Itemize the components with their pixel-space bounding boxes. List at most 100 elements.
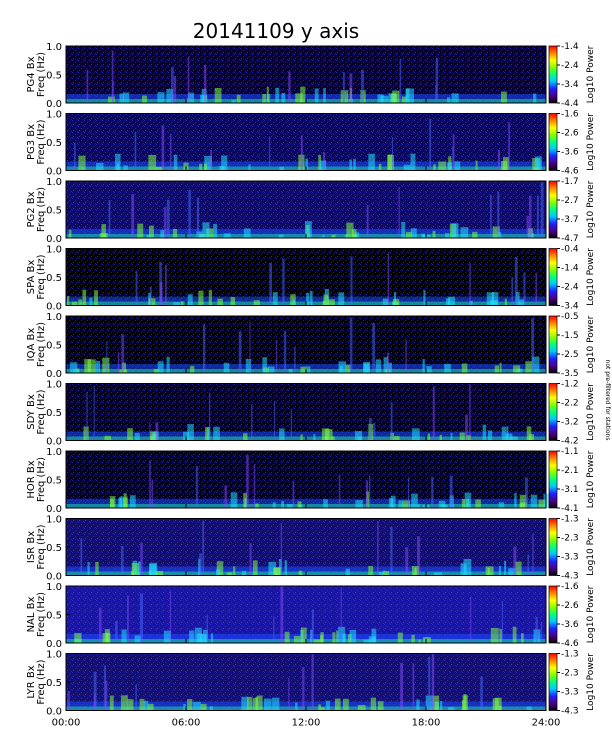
colorbar-hor: -1.1 -2.1 -3.1 -4.1 Log10 Power [548, 447, 596, 514]
x-tick-label: 18:00 [412, 718, 441, 729]
y-tick-label: 0.0 [46, 707, 62, 718]
y-axis-label-freq: Freq (Hz) [36, 524, 47, 569]
y-tick-label: 0.0 [46, 167, 62, 178]
y-tick-label: 1.0 [46, 245, 62, 256]
panel-sdy: 1.0 0.5 0.0 SDY Bx Freq (Hz) -1.2 -2.2 -3.2 -4.2… [26, 380, 596, 448]
colorbar-tick-label: -1.3 [561, 650, 579, 660]
y-axis-label-freq: Freq (Hz) [36, 389, 47, 434]
colorbar-tick-label: -1.6 [561, 110, 579, 120]
colorbar-tick-label: -4.7 [561, 234, 579, 244]
colorbar-tick-label: -2.7 [561, 196, 579, 206]
y-tick-label: 0.0 [46, 437, 62, 448]
colorbar-tick-label: -0.4 [561, 245, 579, 255]
colorbar-tick-label: -2.4 [561, 61, 579, 71]
colorbar-tick-label: -2.6 [561, 601, 579, 611]
colorbar-label: Log10 Power [586, 518, 596, 576]
y-tick-label: 0.5 [46, 543, 62, 554]
y-axis-label-station: PG4 Bx [26, 56, 37, 92]
y-axis-label-station: PG3 Bx [26, 124, 37, 160]
colorbar-tick-label: -3.5 [561, 369, 579, 379]
colorbar-tick-label: -3.3 [561, 553, 579, 563]
colorbar-tick-label: -3.6 [561, 620, 579, 630]
colorbar-tick-label: -1.6 [561, 582, 579, 592]
y-axis-label-freq: Freq (Hz) [36, 254, 47, 299]
colorbar-tick-label: -2.3 [561, 669, 579, 679]
colorbar-tick-label: -4.6 [561, 639, 579, 649]
colorbar-isr: -1.3 -2.3 -3.3 -4.3 Log10 Power [548, 515, 596, 582]
y-tick-label: 1.0 [46, 515, 62, 526]
colorbar-tick-label: -1.5 [561, 331, 579, 341]
y-tick-label: 0.5 [46, 341, 62, 352]
y-axis: 1.0 0.5 0.0 [46, 515, 70, 583]
colorbar-tick-label: -3.6 [561, 148, 579, 158]
colorbar-pg3: -1.6 -2.6 -3.6 -4.6 Log10 Power [548, 110, 596, 177]
colorbar-nal: -1.6 -2.6 -3.6 -4.6 Log10 Power [548, 582, 596, 649]
burst-streaks [74, 118, 510, 171]
colorbar-tick-label: -2.5 [561, 350, 579, 360]
y-axis-label-freq: Freq (Hz) [36, 322, 47, 367]
spectrogram-texture [66, 46, 546, 103]
colorbar-tick-label: -3.1 [561, 485, 579, 495]
y-tick-label: 1.0 [46, 177, 62, 188]
y-tick-label: 0.5 [46, 273, 62, 284]
burst-streaks [108, 182, 544, 238]
colorbar-lyr: -1.3 -2.3 -3.3 -4.3 Log10 Power [548, 650, 596, 717]
figure-title: 20141109 y axis [193, 19, 359, 43]
y-axis-label-freq: Freq (Hz) [36, 659, 47, 704]
colorbar-label: Log10 Power [586, 180, 596, 238]
burst-streaks [67, 653, 483, 711]
y-axis-label-station: LYR Bx [26, 665, 37, 698]
y-axis: 1.0 0.5 0.0 [46, 447, 70, 515]
colorbar-pg2: -1.7 -2.7 -3.7 -4.7 Log10 Power [548, 177, 596, 244]
y-tick-label: 1.0 [46, 380, 62, 391]
burst-streaks [135, 252, 538, 306]
y-tick-label: 0.5 [46, 476, 62, 487]
colorbar-label: Log10 Power [586, 315, 596, 373]
y-tick-label: 1.0 [46, 42, 62, 53]
colorbar-tick-label: -3.4 [561, 80, 579, 90]
colorbar-tick-label: -2.6 [561, 129, 579, 139]
y-axis-label-station: IQA Bx [26, 328, 37, 362]
colorbar-spa: -0.4 -1.4 -2.4 -3.4 Log10 Power [548, 245, 596, 312]
y-tick-label: 0.5 [46, 678, 62, 689]
y-tick-label: 0.0 [46, 234, 62, 245]
y-tick-label: 0.0 [46, 572, 62, 583]
panel-lyr: 1.0 0.5 0.0 LYR Bx Freq (Hz) -1.3 -2.3 -3.3 -4.3… [26, 650, 596, 718]
colorbar-label: Log10 Power [586, 653, 596, 711]
colorbar-tick-label: -4.2 [561, 437, 579, 447]
y-tick-label: 1.0 [46, 110, 62, 121]
x-tick-label: 00:00 [52, 718, 81, 729]
colorbar-tick-label: -3.3 [561, 688, 579, 698]
burst-streaks [86, 384, 471, 441]
y-tick-label: 0.0 [46, 639, 62, 650]
x-tick-label: 06:00 [172, 718, 201, 729]
y-axis-label-freq: Freq (Hz) [36, 592, 47, 637]
y-axis: 1.0 0.5 0.0 [46, 650, 70, 718]
y-tick-label: 1.0 [46, 447, 62, 458]
y-axis-label-station: PG2 Bx [26, 191, 37, 227]
panel-nal: 1.0 0.5 0.0 NAL Bx Freq (Hz) -1.6 -2.6 -3.6 -4.6… [26, 582, 596, 650]
colorbar-tick-label: -1.4 [561, 42, 579, 52]
colorbar-tick-label: -2.2 [561, 399, 579, 409]
x-tick-label: 24:00 [532, 718, 561, 729]
y-tick-label: 0.0 [46, 504, 62, 515]
y-tick-label: 1.0 [46, 312, 62, 323]
colorbar-tick-label: -1.7 [561, 177, 579, 187]
colorbar-tick-label: -3.7 [561, 215, 579, 225]
y-tick-label: 0.5 [46, 138, 62, 149]
colorbar-tick-label: -1.2 [561, 380, 579, 390]
y-tick-label: 1.0 [46, 582, 62, 593]
panel-iqa: 1.0 0.5 0.0 IQA Bx Freq (Hz) -0.5 -1.5 -2.5 -3.5… [26, 312, 596, 380]
y-tick-label: 0.5 [46, 408, 62, 419]
colorbar-iqa: -0.5 -1.5 -2.5 -3.5 Log10 Power [548, 312, 596, 379]
y-tick-label: 0.5 [46, 611, 62, 622]
y-axis: 1.0 0.5 0.0 [46, 245, 70, 313]
colorbar-label: Log10 Power [586, 248, 596, 306]
y-axis-label-freq: Freq (Hz) [36, 457, 47, 502]
x-axis: 00:00 06:00 12:00 18:00 24:00 [52, 718, 561, 729]
colorbar-label: Log10 Power [586, 45, 596, 103]
colorbar-tick-label: -2.1 [561, 466, 579, 476]
y-tick-label: 0.5 [46, 206, 62, 217]
